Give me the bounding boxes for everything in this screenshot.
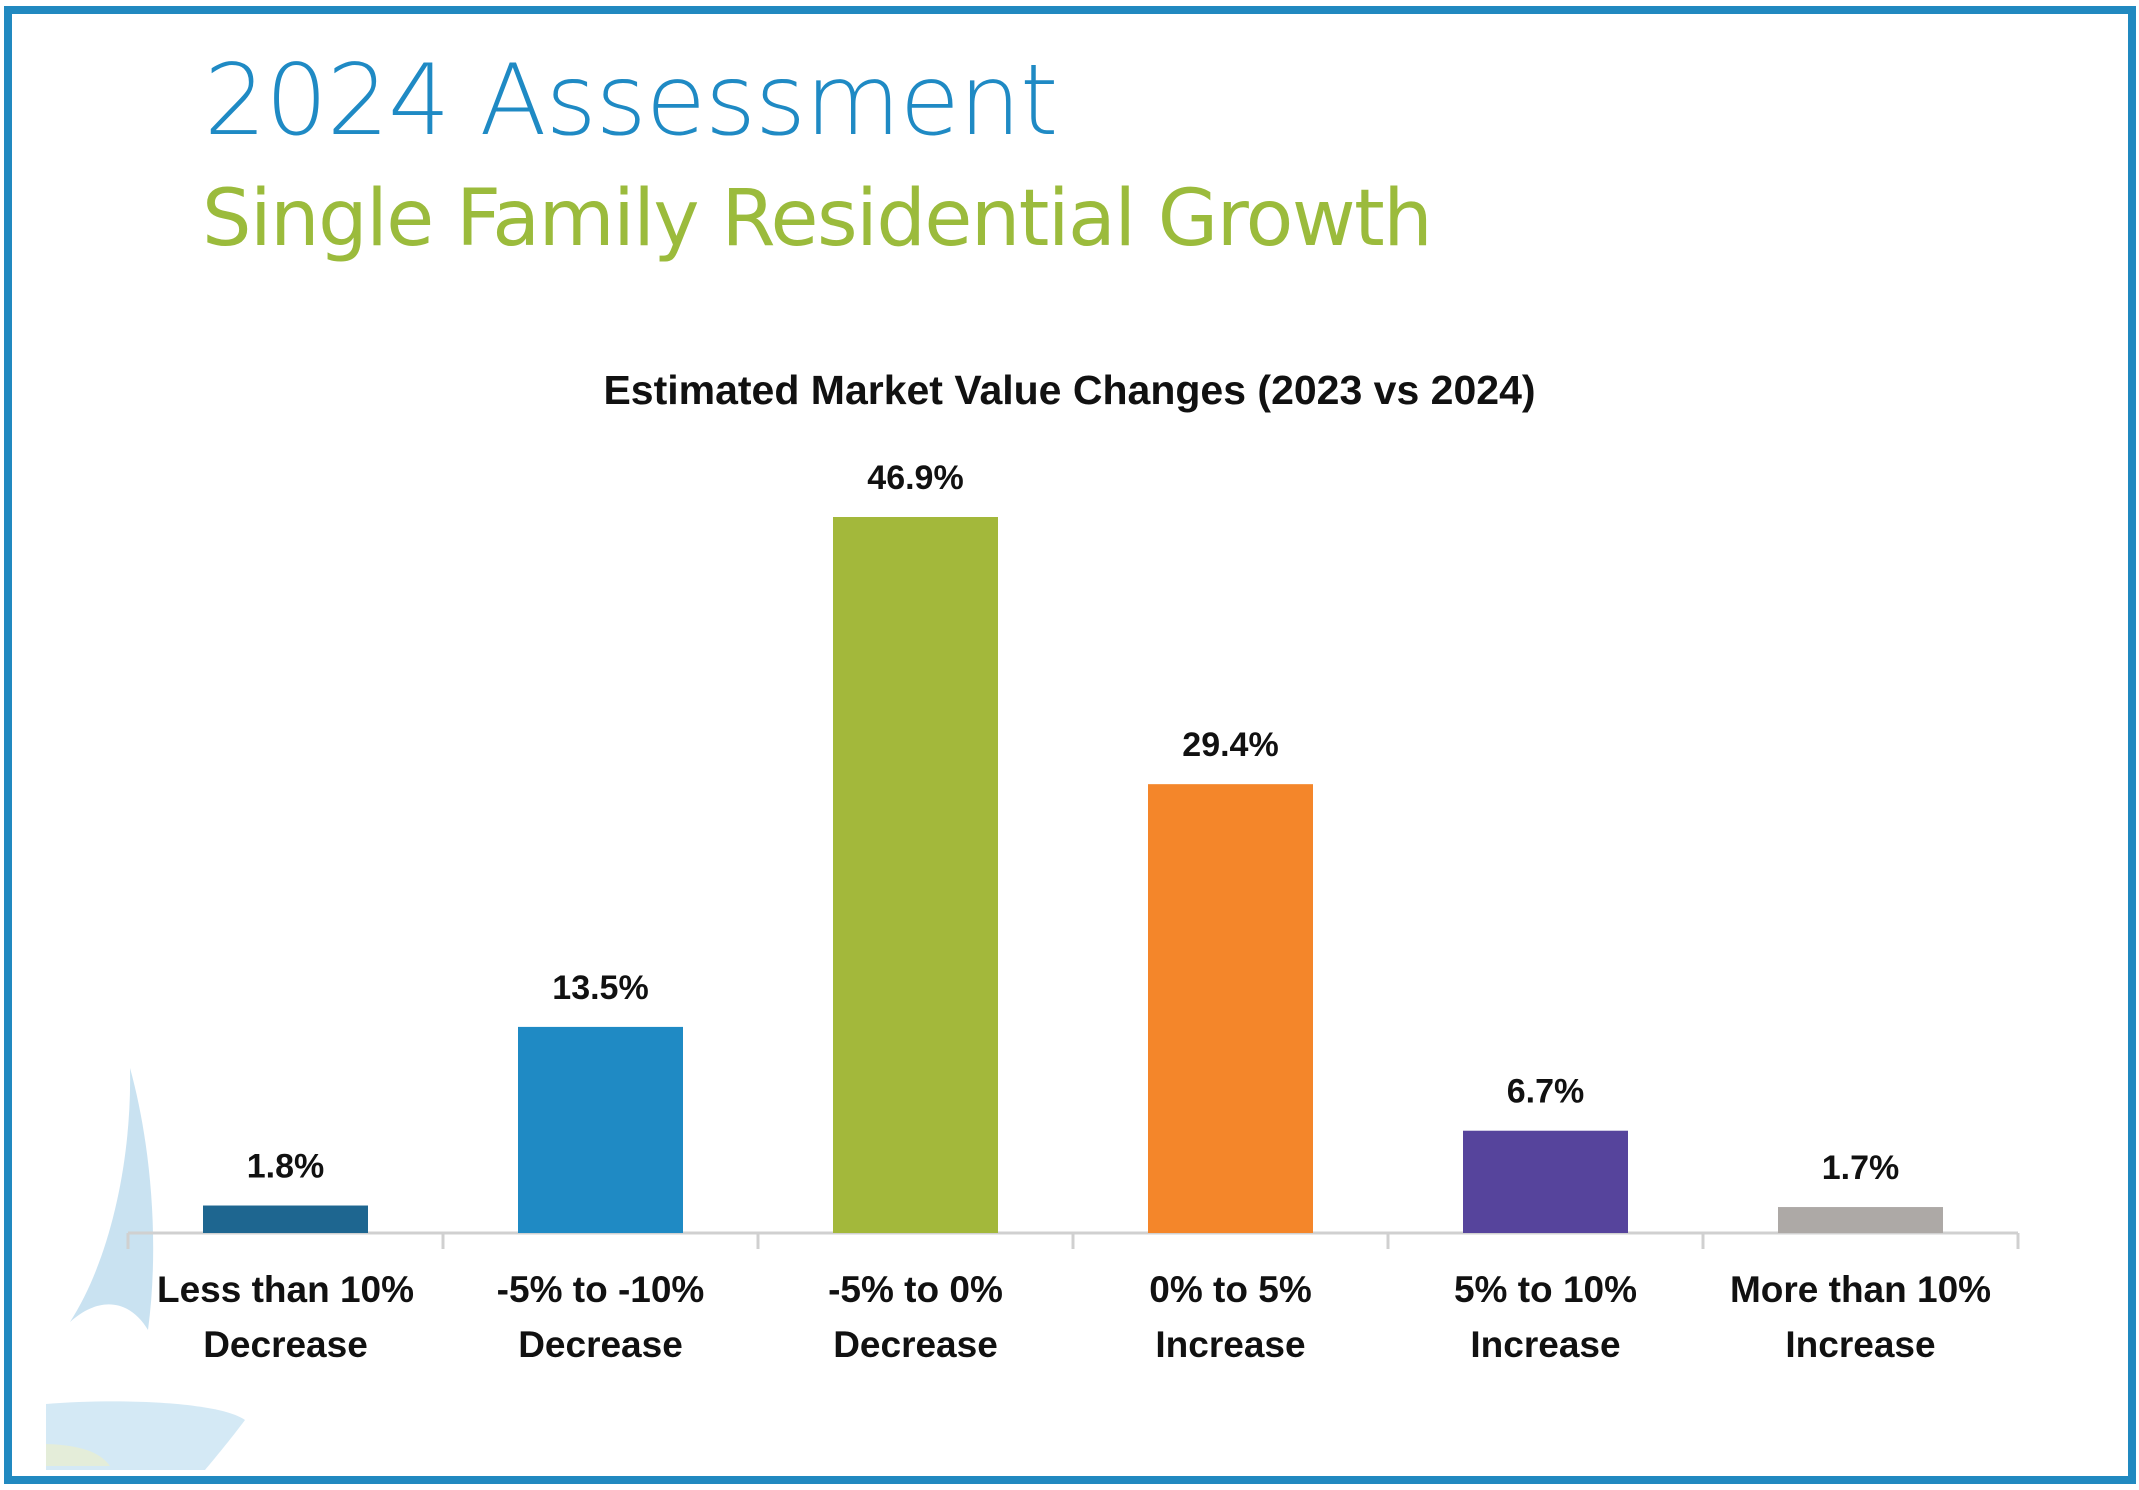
x-tick-label: 0% to 5%	[1149, 1269, 1311, 1310]
x-tick-label: Increase	[1155, 1324, 1305, 1365]
data-label: 46.9%	[867, 459, 963, 497]
page-title: 2024 Assessment	[204, 44, 1058, 158]
bar-1	[203, 1205, 368, 1233]
bar-2	[518, 1026, 683, 1233]
x-tick-label: Less than 10%	[157, 1269, 414, 1310]
x-tick-label: -5% to 0%	[828, 1269, 1003, 1310]
x-tick-label: Decrease	[518, 1324, 683, 1365]
x-tick-label: Decrease	[203, 1324, 368, 1365]
x-tick-label: Increase	[1785, 1324, 1935, 1365]
bar-4	[1148, 784, 1313, 1233]
data-label: 1.7%	[1822, 1149, 1900, 1187]
data-label: 13.5%	[552, 969, 648, 1007]
x-tick-label: Increase	[1470, 1324, 1620, 1365]
x-tick-label: -5% to -10%	[497, 1269, 705, 1310]
data-label: 1.8%	[247, 1148, 325, 1186]
data-label: 6.7%	[1507, 1073, 1585, 1111]
chart-title: Estimated Market Value Changes (2023 vs …	[603, 367, 1536, 413]
x-tick-label: 5% to 10%	[1454, 1269, 1637, 1310]
page-subtitle: Single Family Residential Growth	[202, 174, 1433, 264]
x-tick-label: More than 10%	[1730, 1269, 1991, 1310]
data-label: 29.4%	[1182, 726, 1278, 764]
x-tick-label: Decrease	[833, 1324, 998, 1365]
bar-3	[833, 517, 998, 1233]
bar-5	[1463, 1130, 1628, 1233]
bar-6	[1778, 1207, 1943, 1233]
slide-frame	[4, 6, 2136, 1484]
